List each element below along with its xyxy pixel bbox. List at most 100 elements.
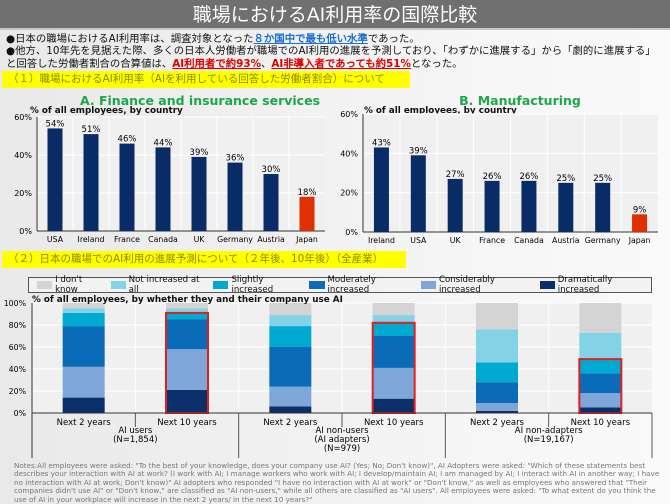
stacked-segment bbox=[372, 303, 415, 316]
y-tick-label: 0% bbox=[345, 228, 358, 237]
x-tick-label: Austria bbox=[552, 236, 580, 245]
stacked-segment bbox=[166, 303, 208, 309]
stacked-segment bbox=[62, 303, 105, 309]
x-tick-label: France bbox=[479, 236, 505, 245]
bullet-1: ●日本の職場におけるAI利用率は、調査対象となった８か国中で最も低い水準であった… bbox=[6, 33, 666, 46]
x-tick-label: Next 10 years bbox=[571, 418, 631, 428]
data-label: 36% bbox=[226, 154, 245, 164]
bar-usa bbox=[410, 155, 426, 232]
legend-swatch bbox=[309, 281, 325, 289]
legend-item: Moderately increased bbox=[309, 275, 414, 295]
stacked-segment bbox=[372, 336, 415, 368]
stacked-segment bbox=[476, 329, 518, 363]
legend-item: Not increased at all bbox=[110, 275, 208, 295]
notes: Notes:All employees were asked: "To the … bbox=[14, 461, 660, 504]
stacked-segment bbox=[166, 312, 208, 320]
stacked-segment bbox=[372, 398, 415, 413]
stacked-segment bbox=[579, 373, 622, 394]
legend: I don't know Not increased at all Slightly… bbox=[28, 275, 652, 295]
x-tick-label: Ireland bbox=[368, 236, 395, 245]
data-label: 27% bbox=[446, 170, 465, 180]
legend-label: Dramatically increased bbox=[557, 275, 613, 295]
page-title: 職場におけるAI利用率の国際比較 bbox=[0, 0, 670, 30]
x-tick-label: Next 2 years bbox=[263, 418, 318, 428]
stacked-segment bbox=[372, 315, 415, 323]
stacked-segment bbox=[269, 315, 312, 327]
bar-canada bbox=[521, 180, 537, 232]
stacked-segment bbox=[372, 367, 415, 399]
x-tick-label: Canada bbox=[514, 236, 544, 245]
y-tick-label: 20% bbox=[9, 387, 26, 396]
bullet-2-end: となった。 bbox=[410, 58, 463, 70]
bullet-1-text: ●日本の職場におけるAI利用率は、調査対象となった bbox=[6, 33, 254, 45]
data-label: 26% bbox=[483, 172, 502, 182]
x-tick-label: USA bbox=[410, 236, 427, 245]
bar-canada bbox=[155, 147, 171, 231]
bar-austria bbox=[263, 174, 279, 231]
legend-swatch bbox=[213, 281, 229, 289]
data-label: 25% bbox=[556, 174, 575, 184]
data-label: 46% bbox=[118, 135, 137, 145]
chart-b: 0% 20% 40% 60% 43% Ireland 39% USA 27% UK 26% Franc… bbox=[340, 110, 658, 245]
legend-item: Considerably increased bbox=[420, 275, 534, 295]
stacked-segment bbox=[579, 393, 622, 408]
x-tick-label: Next 10 years bbox=[364, 418, 424, 428]
legend-label: Slightly increased bbox=[231, 275, 274, 295]
bullet-2-sep: 、 bbox=[260, 58, 272, 70]
stacked-segment bbox=[476, 410, 518, 413]
stacked-segment bbox=[269, 386, 312, 407]
y-tick-label: 40% bbox=[9, 365, 26, 374]
stacked-segment bbox=[62, 308, 105, 313]
legend-label: Moderately increased bbox=[327, 275, 376, 295]
x-tick-label: Austria bbox=[257, 235, 285, 244]
data-label: 9% bbox=[633, 205, 647, 215]
stacked-segment bbox=[372, 322, 415, 336]
y-tick-label: 40% bbox=[340, 149, 358, 158]
bar-japan bbox=[299, 196, 315, 231]
stacked-segment bbox=[579, 407, 622, 413]
bar-france bbox=[484, 180, 500, 232]
bar-usa bbox=[47, 128, 63, 231]
stacked-segment bbox=[166, 308, 208, 313]
x-tick-label: UK bbox=[450, 236, 462, 245]
x-tick-label: Next 2 years bbox=[57, 418, 112, 428]
data-label: 44% bbox=[154, 138, 173, 148]
x-tick-label: Next 2 years bbox=[470, 418, 525, 428]
group-label-sub: (AI adapters) bbox=[314, 435, 369, 445]
x-tick-label: France bbox=[114, 235, 140, 244]
y-tick-label: 0% bbox=[19, 227, 32, 236]
stacked-segment bbox=[166, 389, 208, 413]
y-tick-label: 80% bbox=[9, 321, 26, 330]
group-n: (N=19,167) bbox=[524, 435, 574, 445]
y-tick-label: 40% bbox=[14, 151, 32, 160]
bar-japan bbox=[632, 214, 648, 232]
group-label: AI non-users bbox=[315, 426, 369, 436]
x-tick-label: UK bbox=[194, 235, 206, 244]
stacked-segment bbox=[62, 326, 105, 367]
chart-b-title: B. Manufacturing bbox=[459, 93, 581, 108]
data-label: 26% bbox=[519, 172, 538, 182]
x-tick-label: Japan bbox=[628, 236, 651, 245]
legend-swatch bbox=[539, 281, 555, 289]
data-label: 18% bbox=[298, 188, 317, 198]
bar-germany bbox=[595, 182, 611, 232]
stacked-segment bbox=[579, 332, 622, 360]
legend-swatch bbox=[110, 281, 126, 289]
stacked-segment bbox=[476, 362, 518, 383]
bullet-2-highlight-1: AI利用者で約93% bbox=[172, 58, 261, 70]
y-tick-label: 20% bbox=[340, 189, 358, 198]
stacked-segment bbox=[476, 403, 518, 411]
chart-b-subtitle: % of all employees, by country bbox=[364, 106, 517, 116]
data-label: 39% bbox=[190, 148, 209, 158]
legend-item: I don't know bbox=[37, 275, 105, 295]
stacked-segment bbox=[269, 303, 312, 316]
x-tick-label: USA bbox=[47, 235, 64, 244]
stacked-segment bbox=[62, 397, 105, 413]
legend-label: Considerably increased bbox=[438, 275, 496, 295]
data-label: 39% bbox=[409, 146, 428, 156]
group-label: AI users bbox=[118, 426, 153, 436]
y-tick-label: 20% bbox=[14, 189, 32, 198]
legend-item: Slightly increased bbox=[213, 275, 303, 295]
bar-ireland bbox=[83, 134, 99, 231]
